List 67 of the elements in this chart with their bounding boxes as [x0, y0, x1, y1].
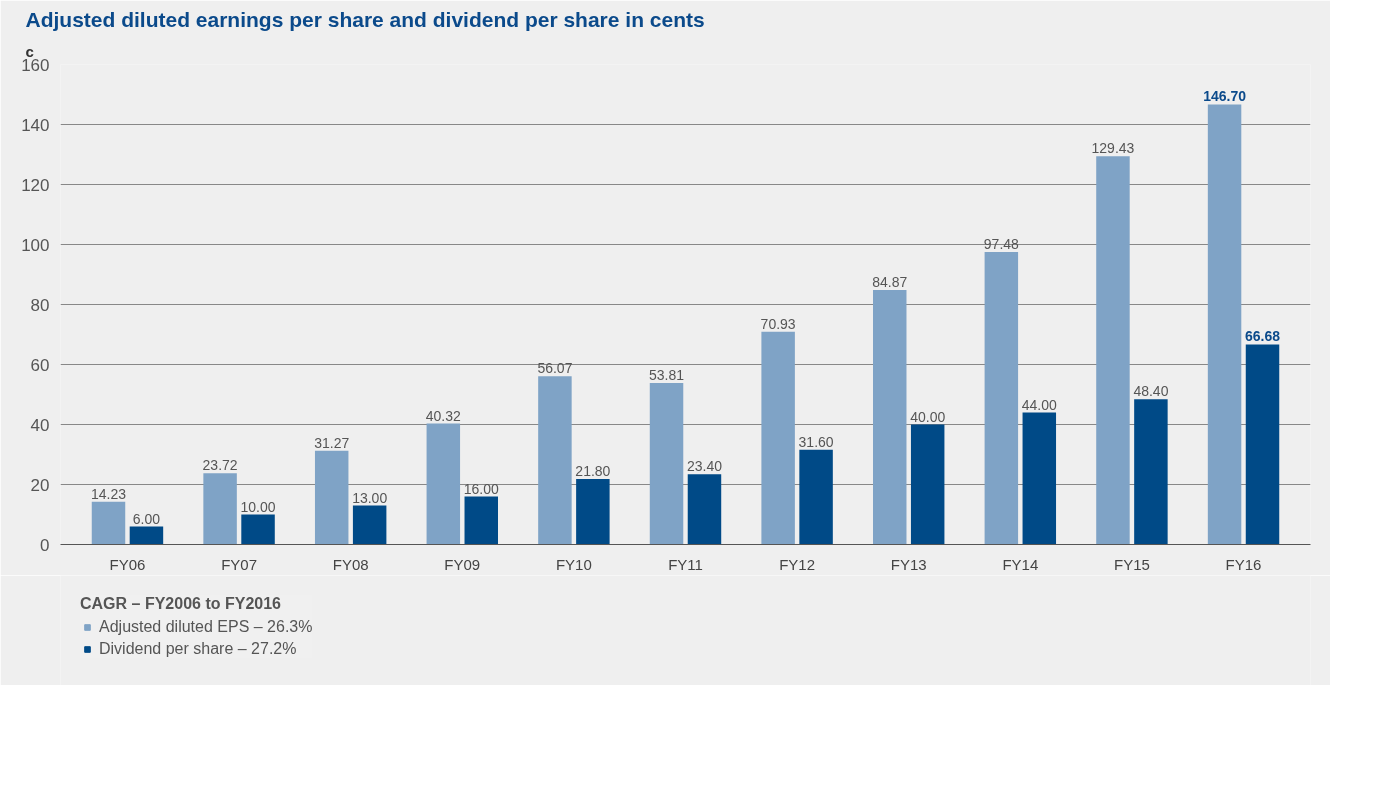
- bar: [984, 252, 1019, 545]
- y-tick-label: 100: [21, 235, 50, 255]
- y-tick-label: 120: [21, 175, 50, 195]
- bar: [314, 450, 349, 545]
- y-tick-label: 140: [21, 115, 50, 135]
- legend-label: Dividend per share – 27.2%: [99, 640, 297, 658]
- bar: [687, 474, 722, 545]
- data-label: 21.80: [575, 463, 611, 480]
- data-label: 40.00: [910, 408, 946, 425]
- x-tick-label: FY11: [668, 555, 703, 573]
- bar: [649, 383, 684, 545]
- bar: [538, 376, 572, 545]
- data-label: 10.00: [240, 498, 276, 515]
- data-label: 129.43: [1091, 140, 1135, 157]
- data-label: 13.00: [352, 489, 388, 506]
- data-label: 23.40: [686, 458, 723, 475]
- data-label: 44.00: [1021, 396, 1058, 413]
- x-tick-label: FY08: [332, 555, 369, 573]
- y-tick-label: 60: [30, 355, 50, 375]
- bar: [1207, 104, 1242, 545]
- bar: [203, 473, 237, 545]
- bar: [761, 331, 795, 545]
- bar: [464, 496, 498, 545]
- bar: [91, 501, 126, 545]
- x-tick-label: FY06: [109, 555, 146, 573]
- data-label: 40.32: [425, 407, 462, 424]
- data-label: 146.70: [1203, 88, 1247, 105]
- bar: [799, 449, 833, 545]
- bar: [1134, 399, 1168, 545]
- x-tick-label: FY10: [555, 555, 592, 573]
- bar: [1245, 344, 1280, 545]
- bar: [1096, 156, 1130, 545]
- legend-label: Adjusted diluted EPS – 26.3%: [99, 618, 313, 636]
- y-tick-label: 20: [30, 475, 50, 495]
- data-label: 48.40: [1133, 383, 1169, 400]
- x-tick-label: FY13: [890, 555, 927, 573]
- bar: [352, 505, 387, 545]
- bar: [241, 514, 275, 545]
- bar: [129, 526, 164, 545]
- data-label: 56.07: [537, 360, 573, 377]
- bar: [1022, 412, 1057, 545]
- y-tick-label: 40: [30, 415, 50, 435]
- data-label: 70.93: [760, 315, 796, 332]
- data-label: 31.27: [314, 434, 350, 451]
- data-label: 14.23: [90, 485, 127, 502]
- x-tick-label: FY09: [444, 555, 481, 573]
- data-label: 84.87: [872, 273, 908, 290]
- x-tick-label: FY15: [1114, 555, 1150, 573]
- y-axis-title: c: [25, 42, 34, 60]
- bar: [576, 479, 610, 545]
- y-tick-label: 80: [30, 295, 50, 315]
- bar: [426, 423, 461, 545]
- data-label: 6.00: [132, 510, 161, 527]
- x-tick-label: FY14: [1002, 555, 1039, 573]
- x-tick-label: FY12: [779, 555, 816, 573]
- data-label: 16.00: [463, 480, 499, 497]
- y-tick-label: 0: [40, 535, 50, 555]
- data-label: 23.72: [202, 457, 238, 474]
- chart-title: Adjusted diluted earnings per share and dividend per share in cents: [25, 7, 705, 31]
- x-tick-label: FY07: [221, 555, 257, 573]
- bar: [910, 424, 945, 545]
- x-tick-label: FY16: [1225, 555, 1262, 573]
- data-label: 31.60: [798, 433, 834, 450]
- legend-title: CAGR – FY2006 to FY2016: [80, 595, 282, 613]
- data-label: 66.68: [1244, 328, 1281, 345]
- data-label: 53.81: [649, 367, 685, 384]
- bar: [873, 289, 907, 545]
